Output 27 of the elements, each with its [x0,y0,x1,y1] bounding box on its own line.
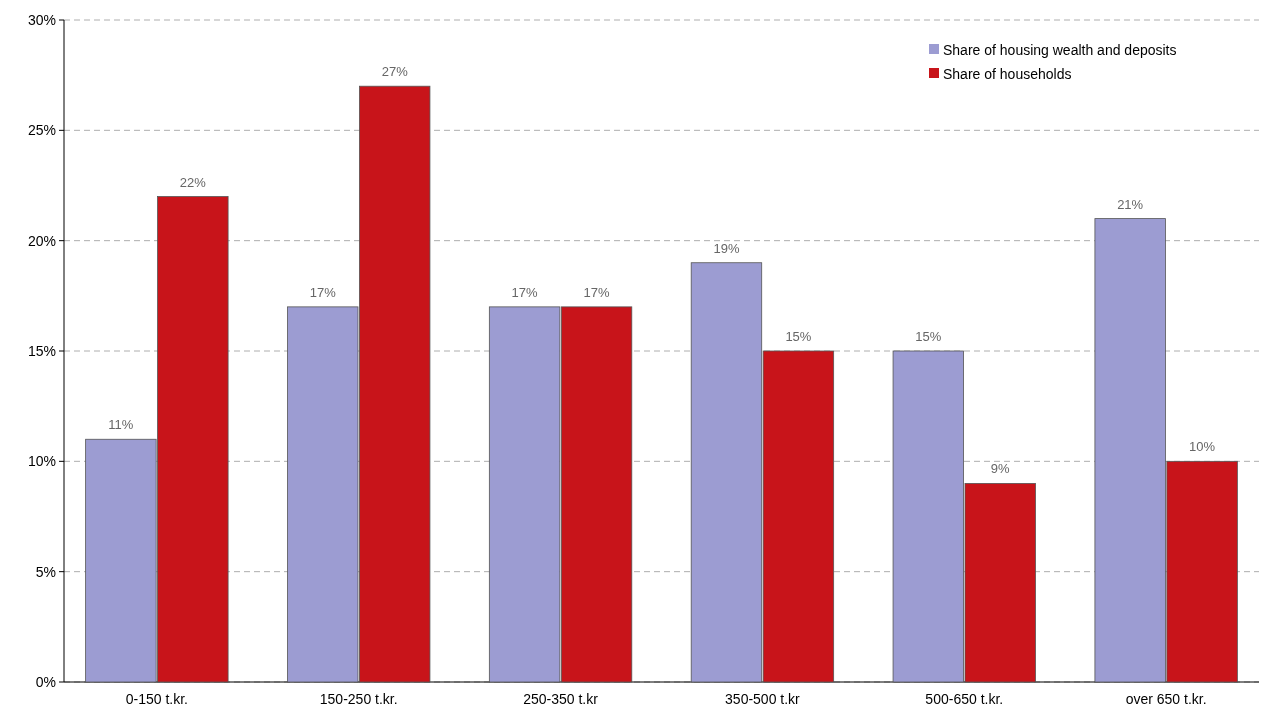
x-tick-label: 500-650 t.kr. [925,691,1004,707]
y-tick-label: 5% [35,563,56,580]
data-label: 9% [990,461,1011,477]
data-label: 17% [511,284,539,300]
data-label: 27% [381,64,409,80]
x-tick-label: 0-150 t.kr. [125,691,188,707]
data-label: 17% [309,284,337,300]
legend-label: Share of households [943,65,1072,82]
data-label: 15% [785,329,812,344]
data-label: 11% [108,417,134,433]
x-tick-label: 250-350 t.kr [523,691,599,707]
x-tick-label: 350-500 t.kr [725,691,801,707]
x-tick-label: 150-250 t.kr. [319,691,398,707]
y-tick-label: 10% [27,453,56,470]
data-label: 15% [915,329,942,344]
data-label: 19% [713,240,740,256]
data-label: 10% [1189,439,1216,455]
y-tick-label: 20% [27,232,56,249]
y-tick-label: 30% [27,11,56,28]
x-tick-label: over 650 t.kr. [1125,691,1207,707]
data-label: 21% [1117,196,1144,212]
y-tick-label: 25% [27,122,56,139]
legend-label: Share of housing wealth and deposits [943,41,1177,58]
data-label: 22% [179,174,207,190]
data-label: 17% [583,284,610,300]
y-tick-label: 0% [35,673,56,690]
y-tick-label: 15% [27,342,56,359]
